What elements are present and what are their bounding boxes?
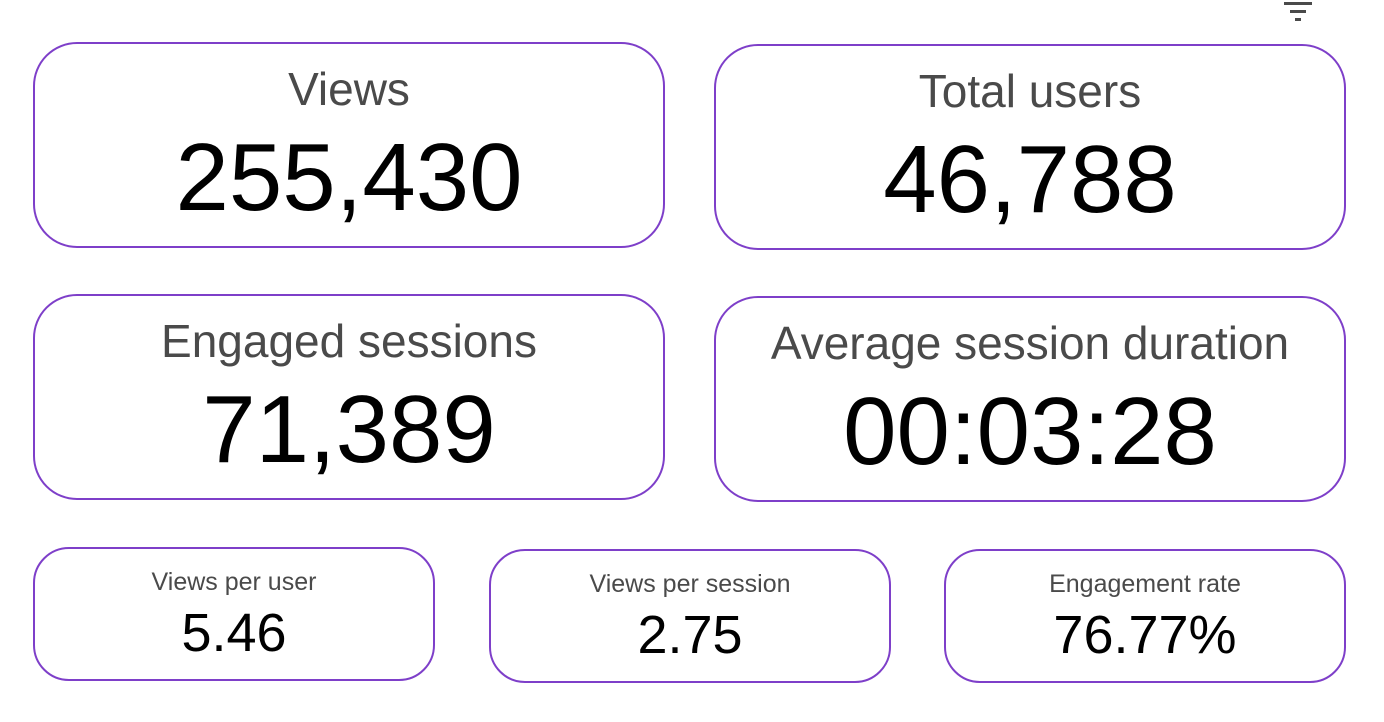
views-per-user-value: 5.46 bbox=[181, 603, 287, 663]
total-users-value: 46,788 bbox=[883, 126, 1177, 233]
views-per-user-label: Views per user bbox=[151, 568, 317, 596]
views-value: 255,430 bbox=[175, 124, 523, 231]
engagement-rate-label: Engagement rate bbox=[1049, 570, 1241, 598]
views-scorecard[interactable]: Views 255,430 bbox=[33, 42, 665, 248]
views-per-user-scorecard[interactable]: Views per user 5.46 bbox=[33, 547, 435, 681]
engaged-sessions-label: Engaged sessions bbox=[161, 315, 537, 367]
views-per-session-scorecard[interactable]: Views per session 2.75 bbox=[489, 549, 891, 683]
filter-list-icon bbox=[1282, 0, 1314, 24]
engaged-sessions-scorecard[interactable]: Engaged sessions 71,389 bbox=[33, 294, 665, 500]
engagement-rate-value: 76.77% bbox=[1053, 605, 1237, 665]
views-per-session-label: Views per session bbox=[589, 570, 791, 598]
views-per-session-value: 2.75 bbox=[637, 605, 743, 665]
engagement-rate-scorecard[interactable]: Engagement rate 76.77% bbox=[944, 549, 1346, 683]
total-users-label: Total users bbox=[918, 65, 1142, 117]
average-session-duration-scorecard[interactable]: Average session duration 00:03:28 bbox=[714, 296, 1346, 502]
filter-button[interactable] bbox=[1280, 0, 1316, 26]
engaged-sessions-value: 71,389 bbox=[202, 376, 496, 483]
average-session-duration-label: Average session duration bbox=[770, 317, 1290, 369]
average-session-duration-value: 00:03:28 bbox=[843, 378, 1217, 485]
total-users-scorecard[interactable]: Total users 46,788 bbox=[714, 44, 1346, 250]
views-label: Views bbox=[288, 63, 410, 115]
